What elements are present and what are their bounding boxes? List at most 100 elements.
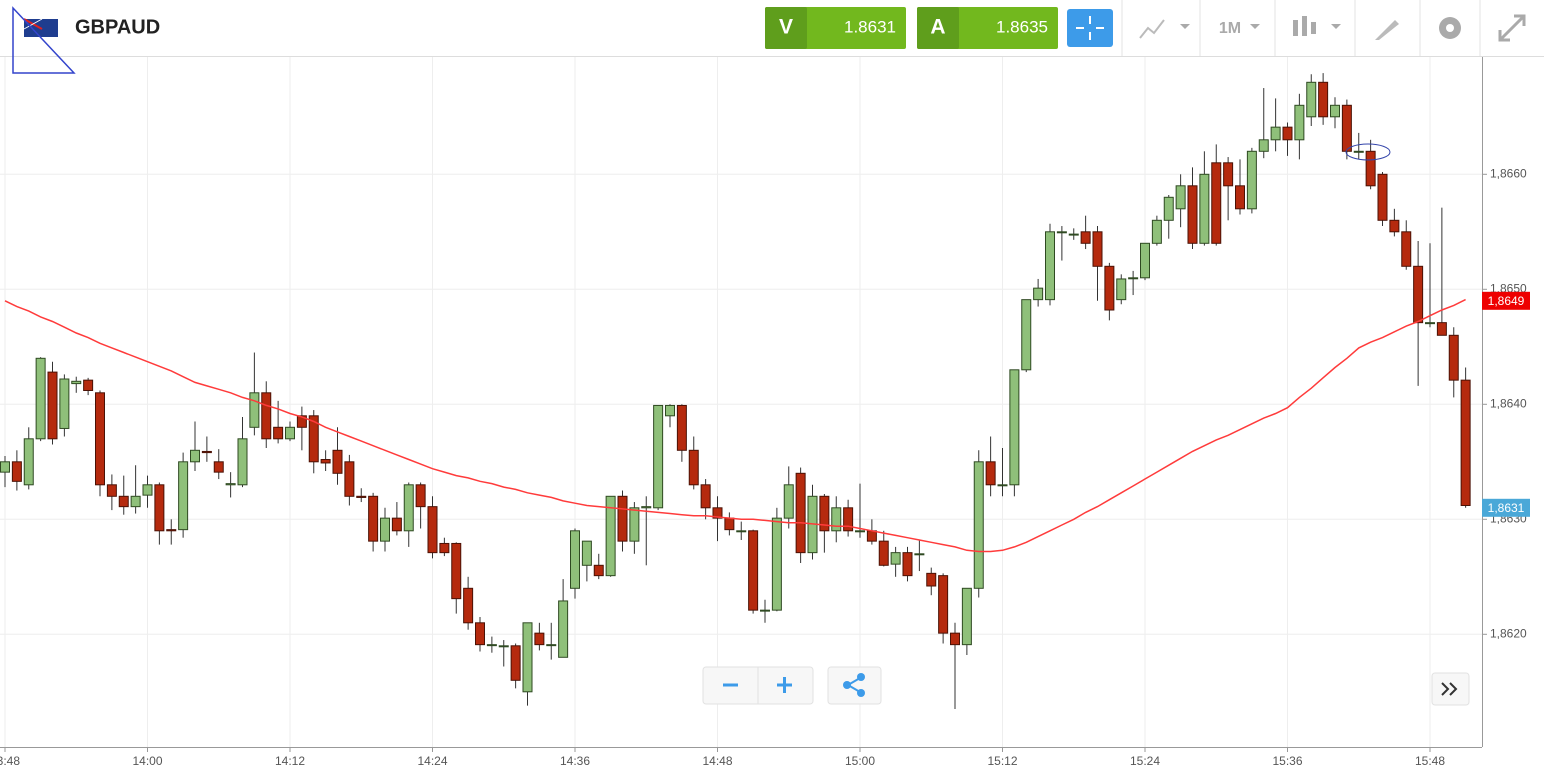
fullscreen-button[interactable] bbox=[1498, 14, 1526, 42]
candle-body bbox=[1045, 231, 1055, 301]
candle-body bbox=[1282, 126, 1293, 141]
candle-body bbox=[795, 472, 806, 554]
candle-body bbox=[1021, 299, 1032, 371]
candle-body bbox=[261, 392, 272, 440]
draw-tool-button[interactable] bbox=[1375, 20, 1399, 40]
x-tick-label: 14:48 bbox=[702, 754, 732, 768]
chart-type-button[interactable] bbox=[1139, 19, 1190, 39]
candle-body bbox=[950, 632, 960, 646]
drawing-ellipse bbox=[1345, 143, 1391, 161]
candle-body bbox=[225, 483, 236, 486]
candle-body bbox=[831, 507, 842, 532]
candle-body bbox=[736, 530, 747, 533]
y-tick-label: 1,8640 bbox=[1490, 396, 1527, 410]
candle-body bbox=[1365, 150, 1376, 187]
candle-body bbox=[1151, 219, 1162, 244]
ma-tag-label: 1,8649 bbox=[1488, 294, 1525, 308]
share-button[interactable] bbox=[827, 666, 882, 705]
candle-body bbox=[1140, 242, 1150, 279]
timeframe[interactable]: 1M bbox=[1219, 20, 1241, 37]
candle-body bbox=[106, 484, 117, 497]
plot-area: 1,86201,86301,86401,86501,866013:4814:00… bbox=[0, 57, 1530, 768]
price-tag bbox=[1482, 498, 1530, 517]
candle-body bbox=[1175, 185, 1186, 210]
candle-body bbox=[391, 517, 402, 532]
candle-body bbox=[855, 530, 865, 533]
candle-body bbox=[439, 542, 450, 554]
candle-body bbox=[213, 461, 224, 473]
sell-label-box bbox=[765, 7, 807, 49]
candle-body bbox=[1033, 287, 1044, 301]
candle-body bbox=[724, 517, 735, 531]
candle-body bbox=[890, 552, 901, 565]
moving-average bbox=[4, 298, 1466, 553]
series bbox=[0, 73, 1471, 710]
candle-body bbox=[581, 540, 592, 566]
candle-body bbox=[843, 507, 854, 532]
candle-body bbox=[1080, 231, 1091, 244]
sell-label: V bbox=[779, 16, 793, 39]
candle-body bbox=[451, 542, 462, 600]
x-tick-label: 15:12 bbox=[987, 754, 1017, 768]
scroll-end-button[interactable] bbox=[1431, 672, 1470, 706]
candle-body bbox=[47, 371, 58, 440]
buy-price: 1.8635 bbox=[996, 17, 1048, 36]
drawing-triangle bbox=[12, 6, 76, 74]
candle-body bbox=[142, 484, 153, 496]
candle-body bbox=[1116, 278, 1127, 301]
candle-body bbox=[237, 438, 248, 486]
timeframe-caret bbox=[1250, 24, 1260, 29]
candle-body bbox=[534, 632, 545, 646]
candle-body bbox=[985, 461, 996, 486]
candle-body bbox=[629, 507, 640, 542]
flag bbox=[23, 18, 58, 37]
candle-body bbox=[380, 517, 390, 542]
candle-style-button[interactable] bbox=[1293, 16, 1341, 36]
candle-body bbox=[510, 645, 521, 681]
candle-body bbox=[902, 552, 913, 577]
candle-body bbox=[771, 517, 782, 611]
candle-body bbox=[558, 600, 569, 658]
zoom-in-button[interactable] bbox=[777, 677, 792, 693]
settings-hole bbox=[1446, 24, 1454, 32]
candle-body bbox=[178, 461, 189, 531]
candle-body bbox=[700, 484, 711, 509]
candle-body bbox=[760, 609, 770, 612]
x-tick-label: 14:00 bbox=[132, 754, 162, 768]
candle-body bbox=[23, 438, 34, 486]
x-tick-label: 13:48 bbox=[0, 754, 20, 768]
candle-body bbox=[1223, 162, 1234, 187]
candle-body bbox=[1389, 219, 1400, 233]
candle-body bbox=[1163, 196, 1174, 221]
x-tick-label: 15:00 bbox=[845, 754, 875, 768]
candle-body bbox=[938, 575, 949, 634]
candle-body bbox=[914, 553, 925, 556]
candle-body bbox=[320, 459, 331, 464]
candle-body bbox=[498, 645, 509, 648]
candle-body bbox=[0, 461, 10, 473]
candle-body bbox=[688, 449, 699, 486]
candle-body bbox=[249, 392, 260, 428]
candle-body bbox=[166, 529, 177, 532]
candle-body bbox=[1128, 277, 1139, 280]
x-tick-label: 15:36 bbox=[1272, 754, 1302, 768]
candle-body bbox=[1306, 81, 1317, 118]
candle-body bbox=[1377, 173, 1388, 221]
candle-body bbox=[1413, 265, 1424, 324]
candle-body bbox=[748, 530, 759, 611]
price-tag-label: 1,8631 bbox=[1488, 501, 1525, 515]
buy-label: A bbox=[930, 16, 945, 39]
candle-body bbox=[1068, 233, 1079, 236]
candle-body bbox=[641, 506, 652, 509]
candle-body bbox=[1425, 322, 1435, 325]
candle-body bbox=[1294, 104, 1305, 141]
candle-body bbox=[475, 622, 485, 646]
candle-body bbox=[273, 426, 284, 440]
candle-body bbox=[201, 450, 212, 454]
candle-body bbox=[973, 461, 984, 589]
y-tick-label: 1,8660 bbox=[1490, 166, 1527, 180]
candle-body bbox=[35, 357, 46, 440]
candle-body bbox=[712, 507, 723, 519]
candle-body bbox=[1270, 126, 1281, 141]
crosshair-button[interactable] bbox=[1067, 9, 1113, 47]
